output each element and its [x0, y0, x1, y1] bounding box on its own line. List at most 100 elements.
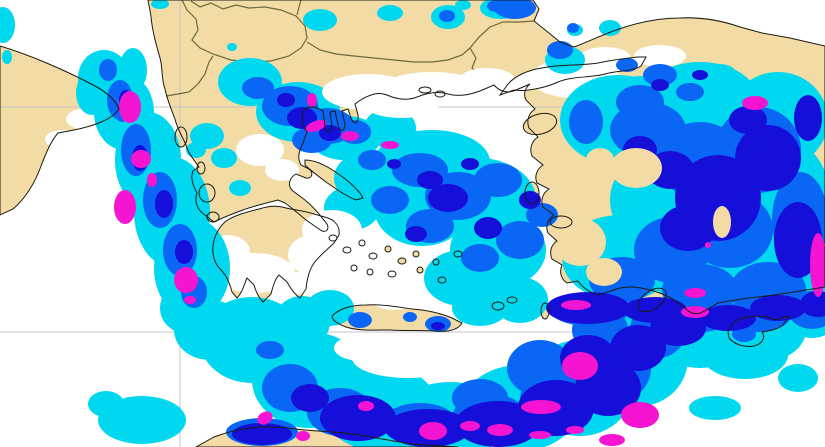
precip-blob-blue	[371, 186, 409, 214]
precip-layer-clear-gaps	[288, 68, 825, 447]
precip-blob-darkblue	[692, 70, 708, 80]
precip-blob-cyan	[227, 43, 237, 51]
precip-blob-cyan	[0, 7, 15, 43]
precip-blob-white-carve	[800, 394, 825, 426]
precip-blob-blue	[461, 244, 499, 272]
precip-blob-magenta	[529, 431, 551, 439]
precip-blob-blue	[643, 64, 677, 86]
precip-blob-darkblue	[610, 325, 666, 371]
precip-blob-blue	[496, 221, 544, 259]
precip-blob-cyan2	[325, 305, 345, 319]
precip-blob-white-carve	[366, 94, 438, 118]
precip-blob-white-carve	[364, 270, 424, 310]
precip-blob-cyan2	[186, 142, 206, 158]
precip-blob-darkblue	[461, 158, 479, 170]
precip-blob-darkblue	[651, 79, 669, 91]
precip-blob-magenta	[184, 296, 196, 304]
precip-blob-blue	[348, 312, 372, 328]
precip-blob-magenta	[521, 400, 561, 414]
precip-layer-moderate-spots	[186, 123, 741, 420]
precip-blob-darkblue	[700, 305, 756, 331]
precip-blob-white-under	[45, 130, 79, 148]
precip-blob-magenta	[487, 424, 513, 436]
precip-blob-white-under	[265, 159, 299, 181]
precip-blob-cyan	[455, 0, 471, 10]
precip-blob-cyan	[303, 9, 337, 31]
precip-blob-magenta	[358, 401, 374, 411]
precip-blob-magenta	[174, 267, 198, 293]
precip-blob-cyan	[88, 391, 124, 417]
precip-blob-blue	[616, 85, 664, 119]
precip-blob-magenta	[681, 306, 709, 318]
precip-blob-magenta	[419, 422, 447, 440]
precip-blob-darkblue	[774, 202, 822, 278]
precip-blob-darkblue	[417, 171, 443, 189]
precip-blob-magenta	[119, 91, 141, 123]
precip-blob-magenta	[114, 190, 136, 224]
precip-blob-darkblue	[474, 217, 502, 239]
precip-blob-cyan	[119, 48, 147, 92]
precip-blob-magenta	[684, 288, 706, 298]
precip-blob-magenta	[147, 173, 157, 187]
precip-blob-darkblue	[320, 395, 396, 441]
precip-blob-darkblue	[175, 240, 193, 264]
precip-blob-land-patches	[610, 148, 662, 188]
precip-blob-cyan2	[689, 396, 741, 420]
dry-land-gaps	[554, 148, 731, 286]
precip-blob-land-patches	[586, 258, 622, 286]
precip-blob-blue	[676, 83, 704, 101]
precip-blob-darkblue	[405, 226, 427, 242]
precip-blob-cyan	[599, 20, 621, 36]
precip-blob-white-carve	[418, 338, 478, 366]
precip-blob-white-carve	[334, 335, 390, 361]
precip-blob-magenta	[599, 434, 625, 446]
precip-blob-land-patches	[713, 206, 731, 238]
precip-blob-blue	[256, 341, 284, 359]
precip-blob-darkblue	[431, 322, 445, 330]
precip-blob-darkblue	[800, 291, 825, 317]
precip-blob-blue	[242, 77, 274, 99]
precip-blob-magenta	[460, 421, 480, 431]
precip-blob-blue	[358, 150, 386, 170]
precip-blob-magenta	[296, 431, 310, 441]
precip-blob-magenta	[341, 131, 359, 141]
precip-blob-cyan	[274, 296, 330, 348]
precip-blob-blue	[547, 41, 573, 59]
precip-blob-magenta	[705, 242, 711, 248]
precip-blob-darkblue	[735, 125, 801, 191]
precip-blob-darkblue	[319, 125, 341, 141]
precip-blob-blue	[567, 23, 579, 33]
precip-blob-cyan	[778, 364, 818, 392]
precip-blob-darkblue	[729, 106, 767, 134]
precip-blob-land-patches	[586, 148, 614, 172]
precip-blob-cyan	[76, 71, 108, 115]
precip-blob-darkblue	[291, 384, 329, 412]
precip-blob-cyan	[151, 0, 169, 9]
precip-blob-darkblue	[155, 190, 173, 218]
precip-blob-blue	[403, 312, 417, 322]
precip-blob-white-under	[278, 272, 316, 294]
precip-blob-magenta	[562, 352, 598, 380]
precip-layer-extreme	[114, 91, 825, 446]
precip-blob-cyan2	[229, 180, 251, 196]
precip-blob-blue	[99, 59, 117, 81]
precip-blob-cyan	[703, 64, 737, 86]
precip-blob-darkblue	[277, 93, 295, 107]
precip-blob-magenta	[307, 93, 317, 107]
precip-blob-magenta	[305, 119, 327, 133]
precip-blob-white-carve	[459, 68, 515, 92]
precip-blob-darkblue	[232, 423, 292, 445]
precip-blob-cyan	[492, 277, 548, 323]
precip-blob-darkblue	[623, 297, 687, 323]
precip-blob-blue	[439, 10, 455, 22]
precip-blob-blue	[616, 58, 638, 72]
precip-blob-land-patches	[554, 218, 606, 266]
precip-blob-white-under	[236, 134, 284, 166]
precip-blob-cyan	[2, 50, 12, 64]
precip-blob-darkblue	[660, 205, 716, 251]
precip-blob-magenta	[742, 96, 768, 110]
precip-blob-darkblue	[750, 295, 806, 321]
precip-blob-white-carve	[660, 419, 720, 447]
